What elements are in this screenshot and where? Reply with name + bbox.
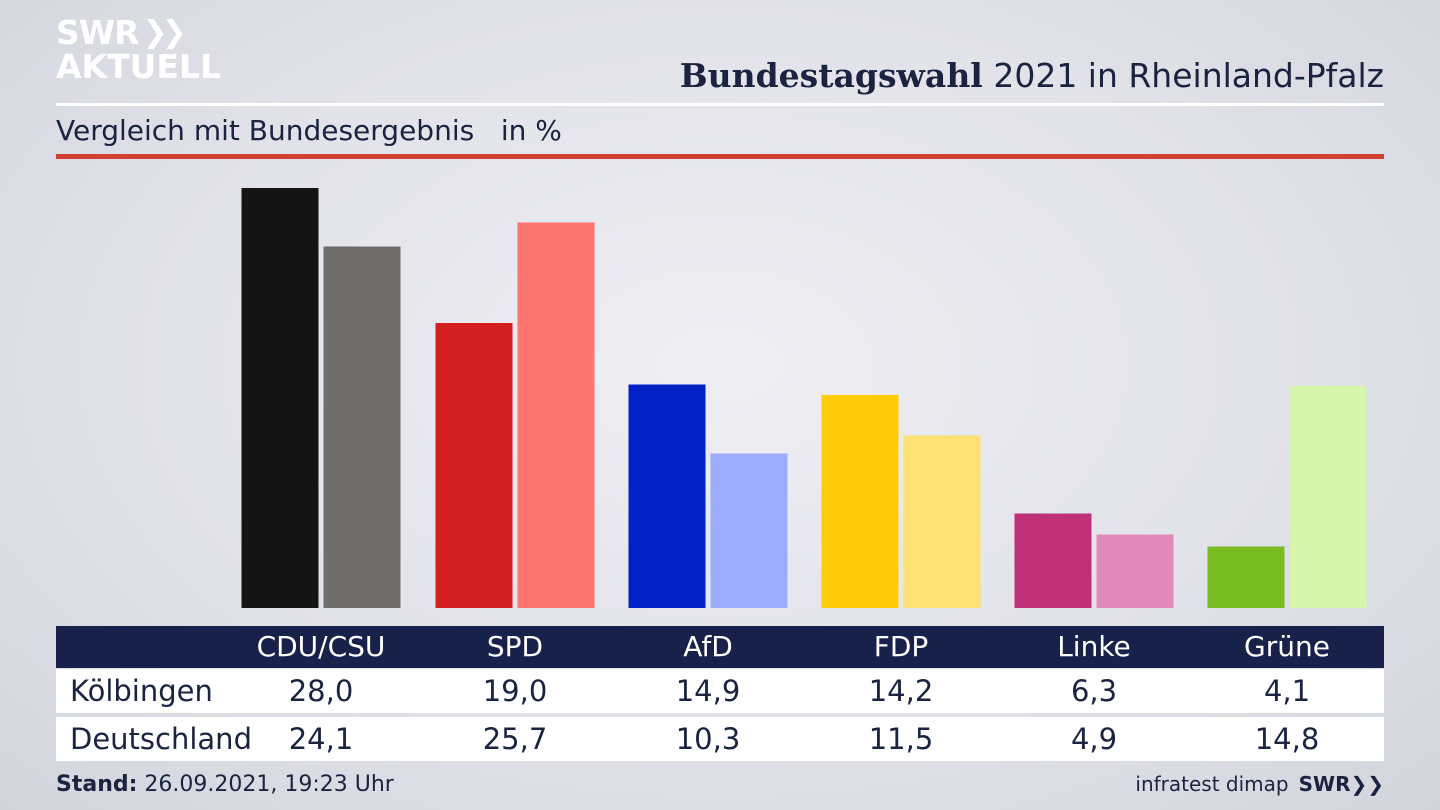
- bar-grne-local: [1207, 546, 1285, 608]
- table-cell: 19,0: [482, 674, 548, 708]
- double-chevron-icon: ❯❯: [142, 15, 187, 50]
- table-cell: 14,8: [1254, 722, 1320, 756]
- bar-cducsu-national: [323, 246, 401, 608]
- bar-linke-national: [1096, 534, 1174, 608]
- stand-value: 26.09.2021, 19:23 Uhr: [137, 772, 394, 797]
- table-row-kolbingen: Kölbingen 28,0 19,0 14,9 14,2 6,3 4,1: [56, 669, 1384, 713]
- bar-spd-local: [435, 323, 513, 608]
- title-bold: Bundestagswahl: [679, 56, 983, 95]
- column-header-2: AfD: [683, 630, 733, 663]
- table-cell: 4,1: [1263, 674, 1311, 708]
- chart-subtitle: Vergleich mit Bundesergebnis in %: [56, 114, 562, 147]
- subtitle-divider: [56, 154, 1384, 159]
- logo-line1: SWR: [56, 13, 140, 52]
- bar-fdp-local: [821, 395, 899, 608]
- source-credit: infratest dimap SWR❯❯: [1135, 772, 1384, 796]
- table-cell: 6,3: [1070, 674, 1118, 708]
- bar-grne-national: [1289, 386, 1367, 608]
- table-row-deutschland: Deutschland 24,1 25,7 10,3 11,5 4,9 14,8: [56, 717, 1384, 761]
- bar-chart: [241, 188, 1367, 608]
- table-cell: 14,9: [675, 674, 741, 708]
- row-label-deutschland: Deutschland: [70, 722, 252, 756]
- column-header-3: FDP: [873, 630, 929, 663]
- bar-afd-national: [710, 453, 788, 608]
- bar-spd-national: [517, 222, 595, 608]
- column-header-5: Grüne: [1244, 630, 1330, 663]
- brand-text: SWR: [1298, 772, 1351, 796]
- timestamp: Stand: 26.09.2021, 19:23 Uhr: [56, 772, 394, 797]
- source-text: infratest dimap: [1135, 772, 1289, 796]
- table-cell: 25,7: [482, 722, 548, 756]
- bar-cducsu-local: [241, 188, 319, 608]
- title-rest: 2021 in Rheinland-Pfalz: [982, 56, 1384, 95]
- bar-afd-local: [628, 384, 706, 608]
- column-header-4: Linke: [1057, 630, 1131, 663]
- bar-linke-local: [1014, 513, 1092, 608]
- table-header-row: CDU/CSU SPD AfD FDP Linke Grüne: [56, 626, 1384, 668]
- bar-fdp-national: [903, 435, 981, 608]
- stand-label: Stand:: [56, 772, 138, 797]
- table-cell: 4,9: [1070, 722, 1118, 756]
- column-header-0: CDU/CSU: [256, 630, 386, 663]
- swr-aktuell-logo: SWR ❯❯ AKTUELL: [56, 16, 221, 84]
- page-title: Bundestagswahl 2021 in Rheinland-Pfalz: [680, 56, 1384, 95]
- table-cell: 28,0: [288, 674, 354, 708]
- table-cell: 11,5: [868, 722, 934, 756]
- row-label-kolbingen: Kölbingen: [70, 674, 213, 708]
- table-cell: 10,3: [675, 722, 741, 756]
- logo-line2: AKTUELL: [56, 47, 222, 86]
- column-header-1: SPD: [486, 630, 544, 663]
- table-cell: 24,1: [288, 722, 354, 756]
- header-divider: [56, 103, 1384, 106]
- swr-brand-logo: SWR❯❯: [1298, 772, 1384, 796]
- table-cell: 14,2: [868, 674, 934, 708]
